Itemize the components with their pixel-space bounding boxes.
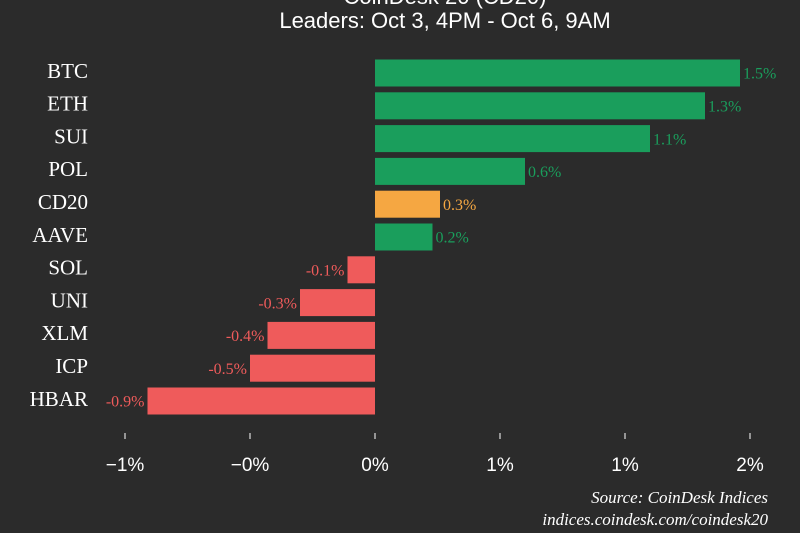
bar [375, 190, 440, 218]
category-label: SOL [48, 256, 88, 280]
x-tick-label: −0% [231, 455, 270, 476]
value-label: 1.5% [743, 66, 776, 83]
x-tick-label: 0% [361, 455, 389, 476]
chart-subtitle: Leaders: Oct 3, 4PM - Oct 6, 9AM [279, 8, 610, 33]
value-label: 1.3% [708, 98, 741, 115]
category-label: SUI [54, 124, 88, 148]
category-label: AAVE [32, 223, 88, 247]
category-label: XLM [41, 321, 88, 345]
category-label: ETH [47, 92, 88, 116]
category-label: BTC [47, 59, 88, 83]
value-label: -0.1% [306, 262, 345, 279]
bar [300, 289, 375, 317]
x-tick-label: −1% [106, 455, 145, 476]
chart-title: CoinDesk 20 (CD20) [344, 0, 547, 9]
bar [267, 321, 375, 349]
value-label: 1.1% [653, 131, 686, 148]
value-label: 0.2% [436, 230, 469, 247]
category-label: POL [48, 157, 88, 181]
bar [375, 157, 525, 185]
x-tick-label: 1% [611, 455, 639, 476]
value-label: -0.9% [106, 394, 145, 411]
category-label: UNI [51, 288, 88, 312]
category-label: HBAR [30, 387, 88, 411]
bar [347, 256, 375, 284]
source: Source: CoinDesk Indices [591, 488, 768, 507]
x-tick-label: 2% [736, 455, 764, 476]
category-label: ICP [55, 354, 88, 378]
value-label: 0.3% [443, 197, 476, 214]
bar [375, 59, 740, 87]
value-label: 0.6% [528, 164, 561, 181]
value-label: -0.5% [208, 361, 247, 378]
bar [147, 387, 375, 415]
category-label: CD20 [38, 190, 88, 214]
bar [375, 223, 433, 251]
value-label: -0.4% [226, 328, 265, 345]
value-label: -0.3% [258, 295, 297, 312]
bar [375, 125, 650, 153]
source-url: indices.coindesk.com/coindesk20 [542, 510, 768, 529]
bar [375, 92, 705, 120]
x-tick-label: 1% [486, 455, 514, 476]
bar [250, 354, 375, 382]
